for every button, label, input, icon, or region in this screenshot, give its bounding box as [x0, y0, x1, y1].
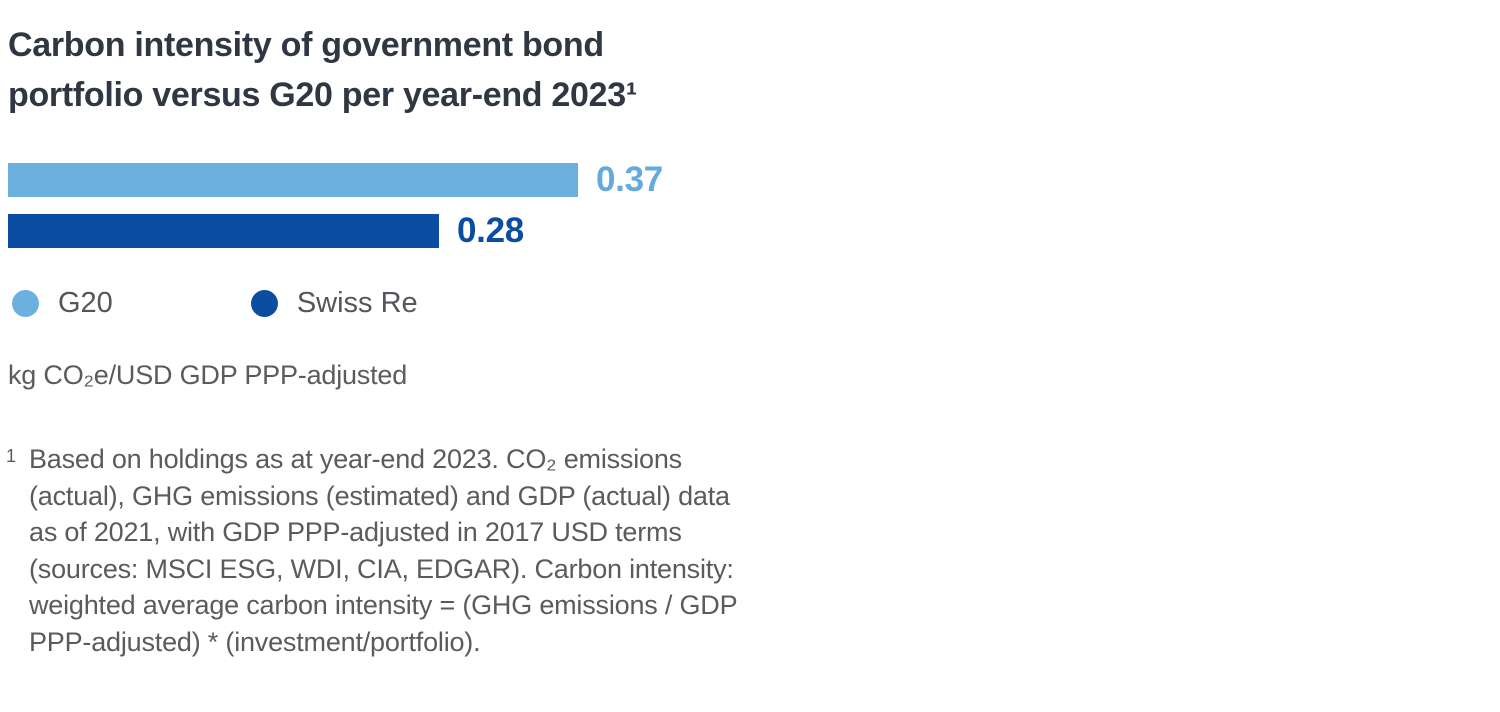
- legend-label-g20: G20: [58, 286, 113, 319]
- legend-item-g20: G20: [12, 287, 113, 320]
- legend-label-swiss-re: Swiss Re: [296, 286, 418, 319]
- unit-label: kg CO₂e/USD GDP PPP-adjusted: [8, 360, 408, 390]
- value-label-swiss-re: 0.28: [457, 211, 524, 250]
- chart-title: Carbon intensity of government bond port…: [8, 20, 637, 120]
- footnote: 1 Based on holdings as at year-end 2023.…: [6, 441, 744, 661]
- g20-circle-icon: [12, 289, 39, 317]
- chart-title-line2: portfolio versus G20 per year-end 2023¹: [8, 76, 637, 114]
- bar-row-g20: 0.37: [8, 160, 663, 199]
- swiss-re-circle-icon: [250, 289, 278, 317]
- legend-item-swiss-re: Swiss Re: [250, 286, 418, 320]
- bar-g20: [8, 163, 578, 197]
- footnote-text: Based on holdings as at year-end 2023. C…: [29, 444, 737, 657]
- chart-title-line1: Carbon intensity of government bond: [8, 26, 604, 64]
- legend: G20 Swiss Re: [12, 286, 418, 320]
- footnote-marker: 1: [6, 446, 17, 466]
- bar-swiss-re: [8, 214, 439, 248]
- value-label-g20: 0.37: [596, 160, 663, 199]
- bar-row-swiss-re: 0.28: [8, 211, 524, 250]
